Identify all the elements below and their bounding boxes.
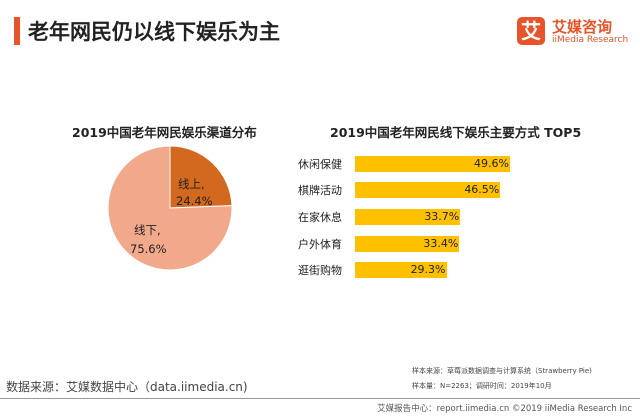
pie-slice-1	[107, 145, 233, 271]
bar-category-label: 逛街购物	[298, 264, 342, 277]
data-source: 数据来源：艾媒数据中心（data.iimedia.cn)	[6, 380, 248, 394]
logo-mark: 艾	[517, 17, 545, 45]
bar	[355, 209, 461, 225]
bar	[355, 236, 460, 252]
copyright: 艾媒报告中心：report.iimedia.cn ©2019 iiMedia R…	[377, 404, 632, 414]
bar-value-label: 46.5%	[464, 183, 500, 196]
sample-source: 样本来源：草莓派数据调查与计算系统（Strawberry Pie)	[412, 367, 592, 375]
pie-label-online: 线上,	[178, 177, 205, 191]
logo-text-cn: 艾媒咨询	[552, 18, 613, 36]
bar-category-label: 休闲保健	[298, 158, 342, 171]
page-title: 老年网民仍以线下娱乐为主	[28, 20, 280, 44]
sample-size: 样本量：N=2263；调研时间：2019年10月	[412, 382, 552, 390]
bar	[355, 262, 447, 278]
title-accent-bar	[14, 17, 20, 45]
footer-divider	[0, 398, 640, 399]
bar-value-label: 29.3%	[410, 263, 446, 276]
logo-text-en: iiMedia Research	[552, 35, 629, 45]
bar-value-label: 33.7%	[424, 210, 460, 223]
pie-chart-title: 2019中国老年网民娱乐渠道分布	[72, 125, 257, 140]
bar-category-label: 户外体育	[298, 238, 342, 251]
pie-value-offline: 75.6%	[130, 242, 167, 256]
bar-value-label: 33.4%	[423, 237, 459, 250]
bar	[355, 156, 510, 172]
pie-value-online: 24.4%	[176, 194, 213, 208]
bar-value-label: 49.6%	[474, 157, 509, 170]
bar	[355, 182, 501, 198]
bar-category-label: 在家休息	[298, 211, 342, 224]
bar-chart-title: 2019中国老年网民线下娱乐主要方式 TOP5	[330, 125, 582, 140]
pie-label-offline: 线下,	[134, 223, 161, 237]
pie-slice-0	[169, 145, 233, 209]
bar-category-label: 棋牌活动	[298, 184, 342, 197]
